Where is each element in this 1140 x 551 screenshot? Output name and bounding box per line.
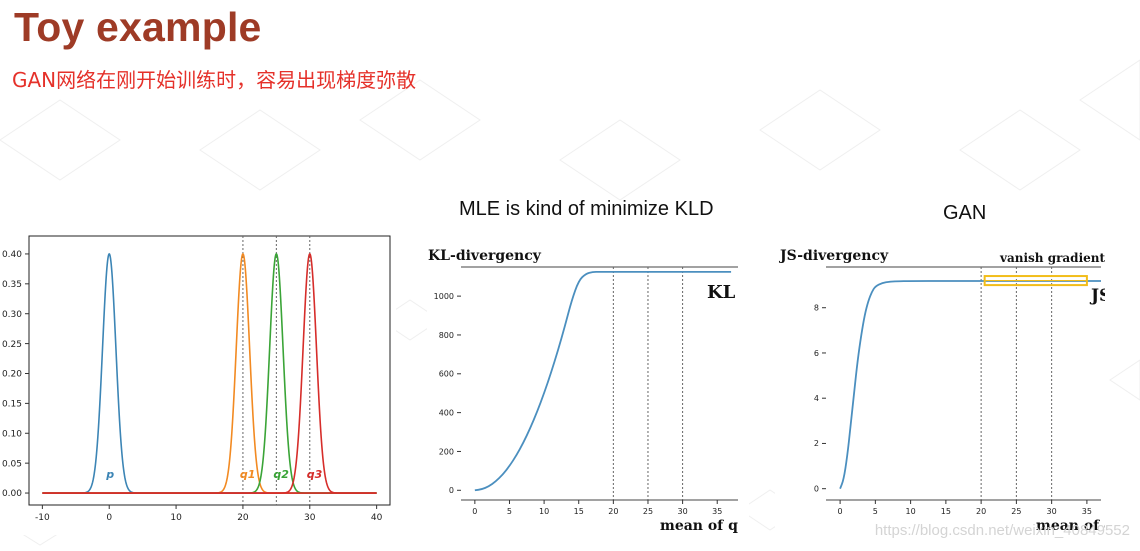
series-q2 bbox=[42, 252, 377, 494]
js-chart-title: JS-divergency bbox=[778, 248, 889, 264]
y-tick-label: 0.05 bbox=[2, 459, 22, 469]
series-q1 bbox=[42, 252, 377, 494]
series-label: p bbox=[105, 468, 114, 481]
js-chart-annotation: JS bbox=[1089, 286, 1105, 306]
kl-chart-xlabel: mean of q bbox=[660, 518, 738, 534]
kl-chart-annotation: KL bbox=[707, 282, 736, 303]
y-tick-label: 0.00 bbox=[2, 489, 22, 499]
y-tick-label: 1000 bbox=[434, 292, 454, 301]
x-tick-label: 20 bbox=[976, 507, 986, 516]
js-curve bbox=[839, 280, 1101, 490]
x-tick-label: 30 bbox=[678, 507, 688, 516]
x-tick-label: 25 bbox=[1011, 507, 1021, 516]
series-label: q2 bbox=[273, 468, 289, 481]
gaussian-chart-panel: -10 0 10 20 30 40 0.00 0.05 0.10 0.15 0.20 0.25 0.30… bbox=[0, 230, 396, 535]
x-tick-label: 20 bbox=[608, 507, 618, 516]
slide-title: Toy example bbox=[14, 4, 262, 50]
x-tick-label: 5 bbox=[873, 507, 878, 516]
x-tick-label: -10 bbox=[35, 513, 50, 523]
x-tick-label: 10 bbox=[539, 507, 549, 516]
js-chart-xlabel: mean of q bbox=[1036, 518, 1105, 534]
series-p bbox=[42, 252, 377, 494]
x-tick-label: 0 bbox=[838, 507, 843, 516]
kl-chart: KL-divergency mean of q KL 0 5 10 15 20 25 30 3… bbox=[428, 248, 738, 534]
js-chart-panel: JS-divergency mean of q JS vanish gradie… bbox=[775, 236, 1114, 534]
x-tick-label: 20 bbox=[237, 513, 249, 523]
x-tick-label: 30 bbox=[1047, 507, 1057, 516]
y-tick-label: 2 bbox=[814, 439, 819, 448]
y-tick-label: 0.25 bbox=[2, 340, 22, 350]
x-tick-label: 0 bbox=[472, 507, 477, 516]
kl-chart-panel: KL-divergency mean of q KL 0 5 10 15 20 25 30 3… bbox=[427, 236, 749, 534]
x-tick-label: 40 bbox=[371, 513, 383, 523]
vanish-gradient-box bbox=[983, 275, 1088, 287]
x-tick-label: 30 bbox=[304, 513, 316, 523]
y-tick-label: 0.15 bbox=[2, 400, 22, 410]
y-tick-label: 600 bbox=[439, 370, 454, 379]
y-tick-label: 800 bbox=[439, 331, 454, 340]
slide-subtitle: GAN网络在刚开始训练时，容易出现梯度弥散 bbox=[12, 68, 417, 92]
watermark: https://blog.csdn.net/weixin_40849552 bbox=[874, 522, 1130, 539]
x-tick-label: 10 bbox=[170, 513, 182, 523]
y-tick-label: 400 bbox=[439, 408, 454, 417]
y-tick-label: 0.10 bbox=[2, 429, 22, 439]
x-tick-label: 15 bbox=[941, 507, 951, 516]
y-tick-label: 0.40 bbox=[2, 250, 22, 260]
series-q3 bbox=[42, 252, 377, 494]
caption-mle: MLE is kind of minimize KLD bbox=[459, 198, 714, 220]
x-tick-label: 15 bbox=[574, 507, 584, 516]
vanish-gradient-label: vanish gradient bbox=[999, 251, 1105, 265]
gaussian-chart: -10 0 10 20 30 40 0.00 0.05 0.10 0.15 0.20 0.25 0.30… bbox=[2, 235, 391, 523]
kl-curve bbox=[474, 270, 732, 492]
x-tick-label: 5 bbox=[507, 507, 512, 516]
x-tick-label: 0 bbox=[106, 513, 112, 523]
y-tick-label: 0 bbox=[449, 486, 454, 495]
x-tick-label: 25 bbox=[643, 507, 653, 516]
series-label: q3 bbox=[307, 468, 323, 481]
js-chart: JS-divergency mean of q JS vanish gradie… bbox=[778, 248, 1114, 534]
kl-chart-title: KL-divergency bbox=[428, 248, 542, 264]
caption-gan: GAN bbox=[943, 202, 987, 224]
y-tick-label: 6 bbox=[814, 349, 819, 358]
y-tick-label: 0 bbox=[814, 484, 819, 493]
x-tick-label: 35 bbox=[712, 507, 722, 516]
x-tick-label: 10 bbox=[906, 507, 916, 516]
series-label: q1 bbox=[240, 468, 256, 481]
y-tick-label: 0.20 bbox=[2, 370, 22, 380]
x-tick-label: 35 bbox=[1082, 507, 1092, 516]
y-tick-label: 0.35 bbox=[2, 280, 22, 290]
y-tick-label: 8 bbox=[814, 304, 819, 313]
axes-frame bbox=[28, 235, 391, 506]
y-tick-label: 200 bbox=[439, 447, 454, 456]
y-tick-label: 0.30 bbox=[2, 310, 22, 320]
y-tick-label: 4 bbox=[814, 394, 819, 403]
